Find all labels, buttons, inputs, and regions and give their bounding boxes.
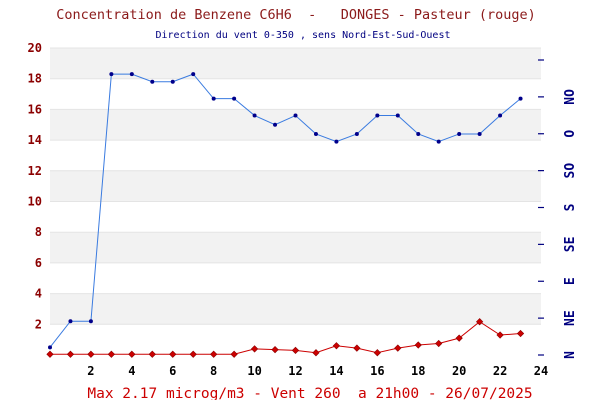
grid-band [50,170,541,202]
series-2-point [293,113,298,118]
y-tick-label: 16 [28,102,42,116]
series-1-point [312,349,320,357]
y-tick-label: 20 [28,41,42,55]
grid-band [50,293,541,325]
y2-tick-label: E [563,277,578,285]
x-tick-label: 14 [329,364,343,378]
series-1-point [516,329,525,338]
x-tick-label: 18 [411,364,425,378]
series-1-point [148,350,156,358]
y2-tick-label: NO [563,89,578,105]
grid-band [50,232,541,263]
series-1-point [414,341,422,349]
y2-tick-label: SO [563,163,578,179]
series-2-point [416,131,421,136]
series-2-point [170,79,175,84]
y-tick-label: 8 [35,225,42,239]
y-tick-label: 10 [28,195,42,209]
x-tick-label: 20 [452,364,466,378]
series-1-point [373,349,381,357]
x-tick-label: 10 [247,364,261,378]
series-1-point [476,318,484,326]
x-tick-label: 8 [210,364,217,378]
y-tick-label: 18 [28,72,42,86]
y-tick-label: 12 [28,164,42,178]
y2-tick-label: NE [563,310,578,326]
series-1-point [455,334,463,342]
series-1-point [332,342,341,350]
series-2-point [477,131,482,136]
y-tick-label: 4 [35,287,42,301]
series-2-point [232,96,237,101]
series-2-point [48,345,52,350]
y2-tick-label: SE [563,237,578,253]
x-tick-label: 4 [128,364,135,378]
x-tick-label: 12 [288,364,302,378]
series-2-point [518,96,523,101]
series-2-point [109,72,114,77]
series-1-point [46,350,54,358]
series-1-point [169,350,177,358]
series-1-point [435,339,443,348]
series-1-point [353,344,361,352]
x-tick-label: 16 [370,364,384,378]
y-tick-label: 6 [35,256,42,270]
chart-subtitle: Direction du vent 0-350 , sens Nord-Est-… [155,30,450,41]
series-1-point [87,350,95,358]
series-2-point [498,113,503,118]
y2-tick-label: S [563,203,578,211]
series-1-point [496,331,504,339]
series-1-point [230,350,238,358]
grid-band [50,262,541,294]
series-2-point [354,131,359,136]
x-tick-label: 2 [87,364,94,378]
series-1-point [66,350,75,358]
y-tick-label: 2 [35,317,42,331]
series-2-point [436,139,441,144]
series-2-point [88,319,93,324]
series-2-point [395,113,400,118]
series-2-point [211,96,216,101]
chart-footer: Max 2.17 microg/m3 - Vent 260 a 21h00 - … [87,386,532,400]
series-2-point [191,72,196,77]
x-tick-label: 24 [534,364,548,378]
y2-tick-label: N [563,351,578,359]
series-1-point [128,350,136,358]
series-2-point [375,113,380,118]
series-2-point [273,122,278,127]
series-1-point [250,345,259,353]
series-1-point [189,350,197,358]
series-2-point [313,131,318,136]
grid-band [50,78,541,110]
series-2-point [129,72,134,77]
series-1-point [394,344,402,352]
series-2-point [68,319,73,324]
chart-title: Concentration de Benzene C6H6 - DONGES -… [56,7,536,23]
grid-band [50,201,541,233]
series-line-2 [49,73,521,348]
y-tick-label: 14 [28,133,42,147]
series-1-point [271,346,279,354]
x-tick-label: 22 [493,364,507,378]
y2-tick-label: O [563,130,578,138]
series-1-point [210,350,218,358]
grid-band [50,140,541,171]
series-2-point [457,131,462,136]
series-1-point [291,346,300,355]
x-tick-label: 6 [169,364,176,378]
series-1-point [107,350,115,358]
series-2-point [252,113,257,118]
series-2-point [150,79,155,84]
series-2-point [334,139,339,144]
